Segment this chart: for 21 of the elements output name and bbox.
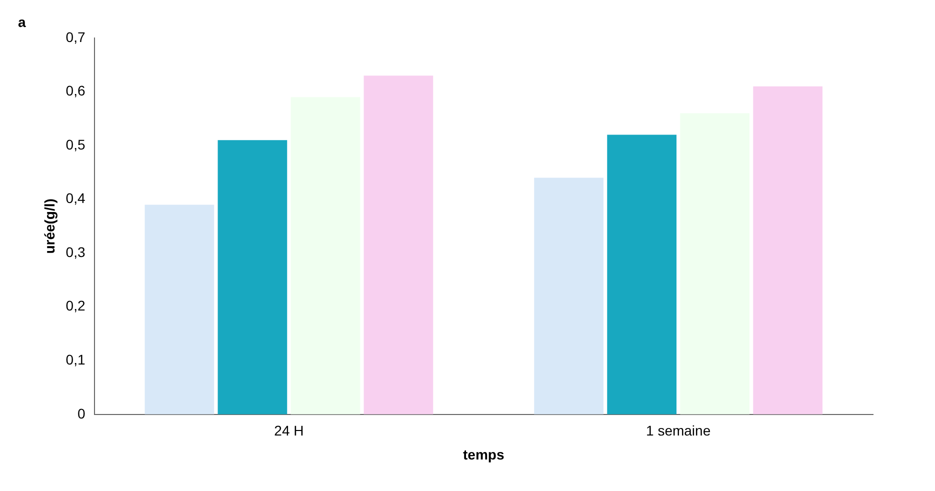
text: a [18,14,26,30]
bar [753,86,823,414]
y-tick-label: 0,5 [66,136,86,152]
bar [290,97,360,414]
bar [680,113,750,414]
y-axis-title: urée(g/l) [41,198,58,254]
bar [364,76,434,414]
y-tick-label: 0,4 [66,190,86,206]
y-tick-label: 0,7 [66,28,86,45]
bar [607,134,676,414]
y-tick-label: 0,1 [66,351,86,368]
x-axis-title: temps [463,446,504,462]
bar [534,178,604,414]
x-tick-label: 24 H [274,422,304,439]
bar [144,204,214,414]
y-tick-label: 0,6 [66,82,86,99]
y-tick-label: 0,2 [66,298,86,314]
y-tick-label: 0,3 [66,244,86,260]
bar [218,140,288,414]
x-tick-label: 1 semaine [646,422,711,439]
y-tick-label: 0 [77,405,86,422]
